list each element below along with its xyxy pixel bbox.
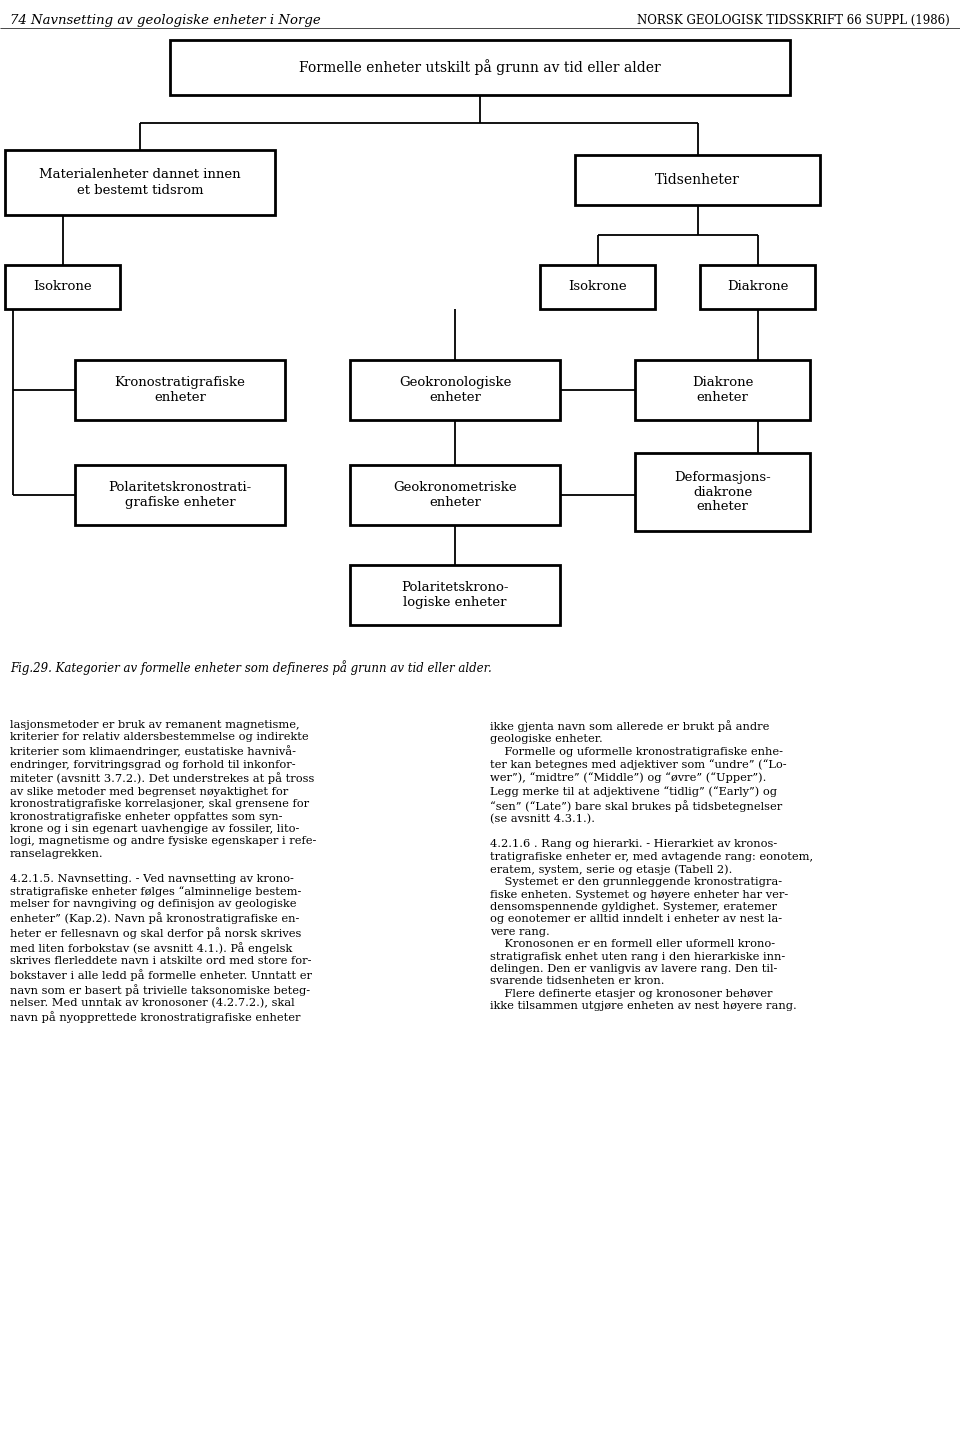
- Text: ikke gjenta navn som allerede er brukt på andre
geologiske enheter.
    Formelle: ikke gjenta navn som allerede er brukt p…: [490, 720, 813, 1012]
- Bar: [350, 565, 560, 625]
- Bar: [575, 155, 820, 205]
- Text: Diakrone
enheter: Diakrone enheter: [692, 376, 754, 404]
- Text: Isokrone: Isokrone: [568, 280, 627, 293]
- Text: Geokronologiske
enheter: Geokronologiske enheter: [398, 376, 511, 404]
- Bar: [350, 465, 560, 525]
- Text: Materialenheter dannet innen
et bestemt tidsrom: Materialenheter dannet innen et bestemt …: [39, 169, 241, 196]
- Bar: [540, 265, 655, 309]
- Text: Isokrone: Isokrone: [34, 280, 92, 293]
- Text: Kronostratigrafiske
enheter: Kronostratigrafiske enheter: [114, 376, 246, 404]
- Bar: [170, 40, 790, 94]
- Text: 74 Navnsetting av geologiske enheter i Norge: 74 Navnsetting av geologiske enheter i N…: [10, 14, 321, 27]
- Bar: [350, 361, 560, 421]
- Bar: [75, 361, 285, 421]
- Text: Polaritetskrono-
logiske enheter: Polaritetskrono- logiske enheter: [401, 581, 509, 610]
- Bar: [5, 150, 275, 215]
- Text: Polaritetskronostrati-
grafiske enheter: Polaritetskronostrati- grafiske enheter: [108, 481, 252, 509]
- Bar: [5, 265, 120, 309]
- Text: Geokronometriske
enheter: Geokronometriske enheter: [394, 481, 516, 509]
- Text: Tidsenheter: Tidsenheter: [655, 173, 740, 187]
- Text: NORSK GEOLOGISK TIDSSKRIFT 66 SUPPL (1986): NORSK GEOLOGISK TIDSSKRIFT 66 SUPPL (198…: [637, 14, 950, 27]
- Text: Formelle enheter utskilt på grunn av tid eller alder: Formelle enheter utskilt på grunn av tid…: [300, 60, 660, 76]
- Bar: [635, 454, 810, 531]
- Bar: [75, 465, 285, 525]
- Bar: [635, 361, 810, 421]
- Text: Fig.29. Kategorier av formelle enheter som defineres på grunn av tid eller alder: Fig.29. Kategorier av formelle enheter s…: [10, 660, 492, 675]
- Text: Diakrone: Diakrone: [727, 280, 788, 293]
- Text: Deformasjons-
diakrone
enheter: Deformasjons- diakrone enheter: [674, 471, 771, 514]
- Bar: [700, 265, 815, 309]
- Text: lasjonsmetoder er bruk av remanent magnetisme,
kriterier for relativ aldersbeste: lasjonsmetoder er bruk av remanent magne…: [10, 720, 317, 1023]
